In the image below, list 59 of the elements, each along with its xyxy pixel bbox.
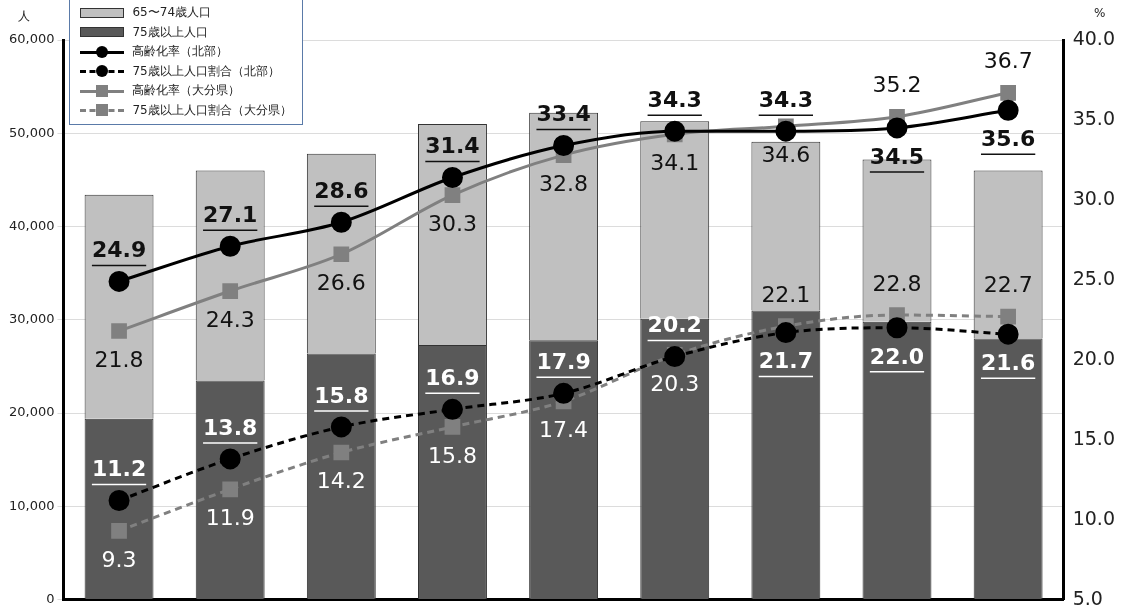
- data-label: 22.0: [869, 343, 925, 369]
- data-label: 24.3: [205, 306, 255, 332]
- y-tick-label: 50,000: [8, 124, 55, 140]
- y-tick-label: 40,000: [8, 217, 55, 233]
- data-label: 34.3: [647, 86, 702, 112]
- data-label: 34.5: [869, 143, 925, 169]
- legend-label: 高齢化率（大分県）: [132, 82, 241, 100]
- y-tick-label: 10,000: [8, 497, 55, 513]
- data-label: 30.3: [427, 210, 477, 236]
- y-tick-label: 30,000: [8, 311, 55, 327]
- legend-label: 75歳以上人口割合（北部）: [132, 62, 280, 80]
- data-label: 11.9: [205, 505, 255, 530]
- data-label: 24.9: [91, 237, 147, 263]
- data-label: 36.7: [983, 48, 1033, 74]
- legend-label: 75歳以上人口: [132, 23, 208, 41]
- data-label: 32.8: [539, 170, 589, 196]
- legend-label: 高齢化率（北部）: [132, 43, 229, 61]
- data-label: 21.7: [758, 348, 813, 374]
- data-label: 22.8: [872, 270, 922, 296]
- legend-label: 75歳以上人口割合（大分県）: [132, 101, 292, 119]
- data-label: 21.6: [980, 349, 1036, 375]
- data-label: 14.2: [316, 468, 366, 494]
- y2-tick-label: 10.0: [1072, 506, 1116, 529]
- data-label: 17.4: [539, 417, 589, 443]
- y2-tick-label: 35.0: [1072, 106, 1116, 129]
- data-label: 9.3: [101, 546, 137, 572]
- data-label: 27.1: [203, 201, 258, 227]
- data-label: 34.3: [758, 86, 813, 112]
- data-label: 13.8: [203, 414, 258, 440]
- y2-tick-label: 40.0: [1072, 26, 1116, 49]
- data-label: 16.9: [425, 365, 480, 391]
- data-label: 28.6: [314, 177, 369, 203]
- data-label: 21.8: [94, 346, 144, 372]
- data-label: 17.9: [536, 349, 591, 375]
- data-label: 20.2: [647, 312, 702, 338]
- data-label: 35.6: [980, 126, 1036, 152]
- y2-tick-label: 30.0: [1072, 186, 1116, 209]
- y2-tick-label: 20.0: [1072, 346, 1116, 369]
- data-label: 22.7: [983, 272, 1033, 298]
- y2-tick-label: 5.0: [1072, 586, 1103, 609]
- y-tick-label: 60,000: [8, 31, 55, 47]
- data-label: 20.3: [650, 370, 700, 396]
- y2-axis-title: %: [1094, 6, 1106, 20]
- data-label: 15.8: [427, 442, 477, 468]
- data-label: 35.2: [872, 72, 922, 98]
- data-label: 11.2: [91, 456, 147, 482]
- y-axis-title: 人: [18, 8, 30, 25]
- y2-tick-label: 15.0: [1072, 426, 1116, 449]
- data-label: 34.6: [761, 142, 811, 168]
- y2-tick-label: 25.0: [1072, 266, 1116, 289]
- data-label: 34.1: [650, 150, 700, 176]
- y-tick-label: 20,000: [8, 404, 55, 420]
- y-tick-label: 0: [46, 590, 55, 606]
- data-label: 15.8: [314, 382, 369, 408]
- data-label: 31.4: [425, 133, 480, 159]
- data-label: 26.6: [316, 269, 366, 295]
- legend-label: 65〜74歳人口: [132, 4, 212, 22]
- data-label: 22.1: [761, 281, 811, 307]
- data-label: 33.4: [536, 101, 591, 127]
